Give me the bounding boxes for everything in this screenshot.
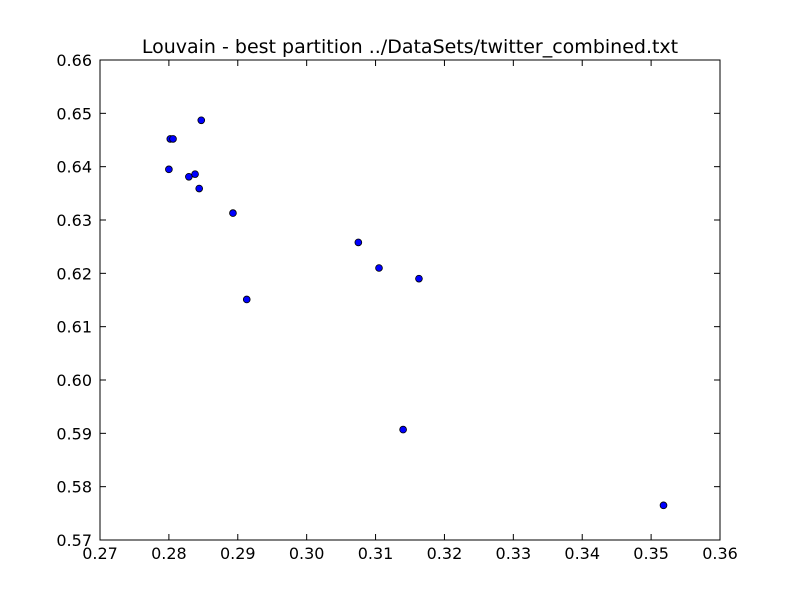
data-point [191, 170, 199, 178]
chart-title: Louvain - best partition ../DataSets/twi… [142, 36, 678, 58]
x-tick-label: 0.29 [220, 544, 256, 563]
x-tick-label: 0.34 [564, 544, 600, 563]
y-tick-label: 0.64 [56, 158, 92, 177]
x-tick-label: 0.31 [358, 544, 394, 563]
plot-area [99, 59, 721, 541]
axis-ticks: 0.27 0.28 0.29 0.30 0.31 0.32 0.33 0.34 0.35 0.36… [56, 51, 737, 563]
data-point [185, 173, 193, 181]
x-tick-label: 0.36 [702, 544, 738, 563]
data-point [375, 264, 383, 272]
data-point [354, 238, 363, 247]
x-tick-label: 0.33 [496, 544, 532, 563]
data-point [399, 425, 407, 434]
y-tick-label: 0.60 [56, 371, 92, 390]
data-point [659, 501, 668, 510]
y-tick-label: 0.59 [56, 424, 92, 443]
y-tick-label: 0.58 [56, 478, 92, 497]
data-point [415, 274, 423, 283]
y-tick-label: 0.62 [56, 264, 92, 283]
y-tick-label: 0.66 [56, 51, 92, 70]
y-tick-label: 0.63 [56, 211, 92, 230]
x-tick-label: 0.30 [289, 544, 325, 563]
y-tick-label: 0.57 [56, 531, 92, 550]
y-tick-label: 0.61 [56, 318, 92, 337]
data-point [242, 295, 251, 304]
data-point [197, 116, 206, 125]
data-point [195, 184, 204, 193]
x-tick-label: 0.27 [82, 544, 118, 563]
y-tick-label: 0.65 [56, 104, 92, 123]
x-tick-label: 0.32 [427, 544, 463, 563]
data-point [229, 209, 237, 217]
data-point [169, 135, 177, 143]
data-points [165, 116, 668, 510]
data-point [165, 165, 173, 174]
x-tick-label: 0.35 [633, 544, 669, 563]
x-tick-label: 0.28 [151, 544, 187, 563]
